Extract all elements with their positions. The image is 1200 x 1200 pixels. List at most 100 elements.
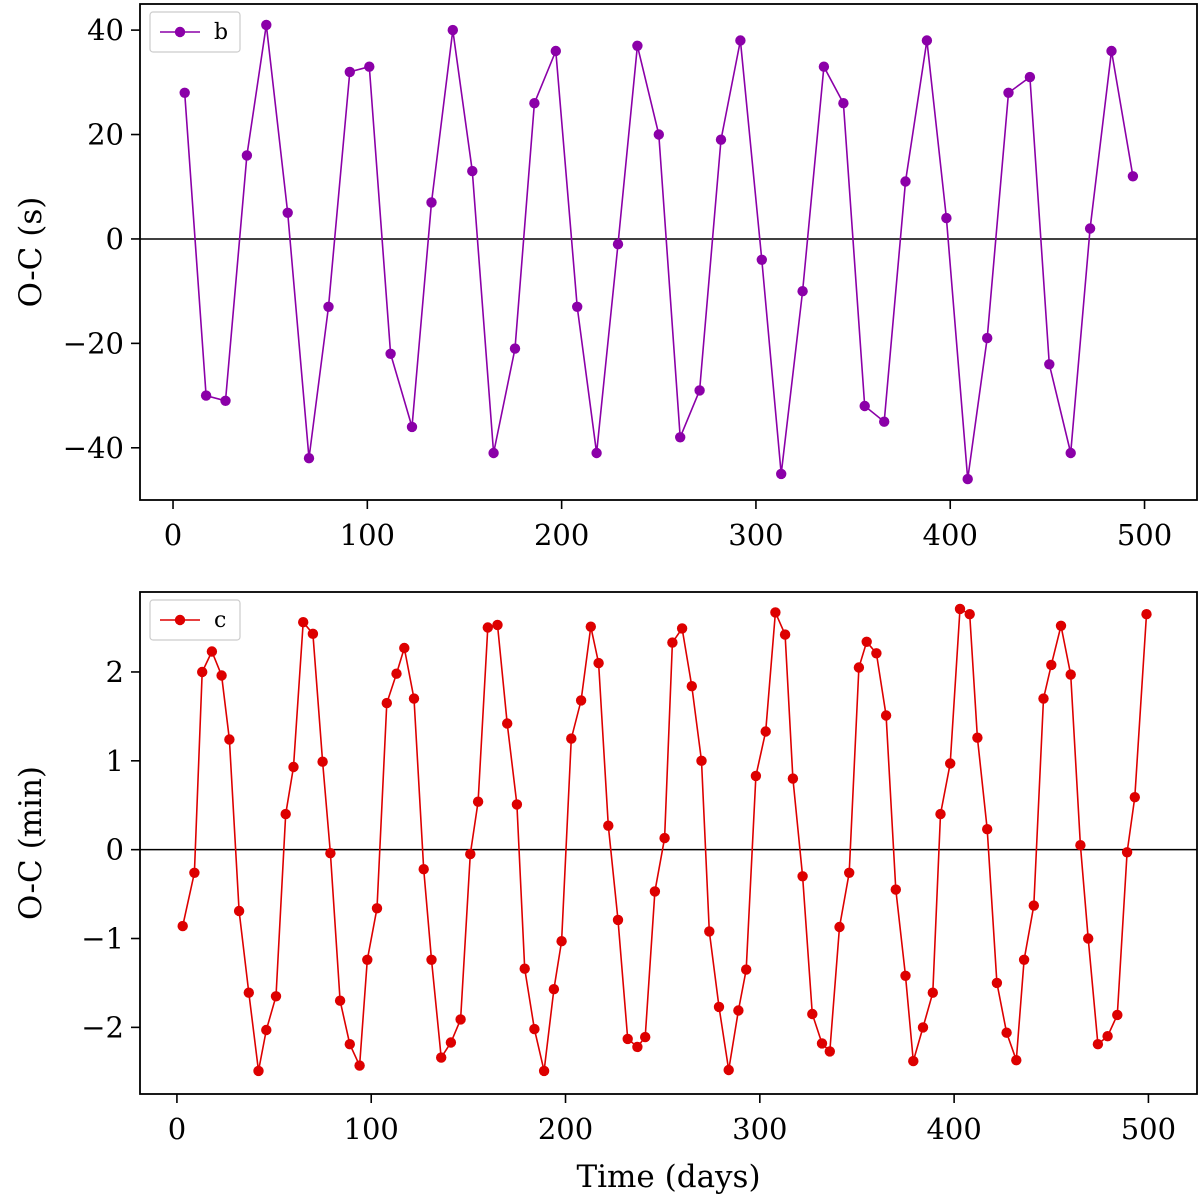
data-point — [426, 197, 437, 208]
data-point — [756, 254, 767, 265]
data-point — [1003, 87, 1014, 99]
data-point — [1129, 792, 1141, 803]
data-point — [556, 936, 567, 947]
data-point — [445, 1037, 457, 1048]
data-point — [945, 758, 956, 769]
data-point — [406, 421, 418, 433]
data-point — [550, 45, 561, 57]
data-point — [853, 662, 865, 673]
data-point — [1065, 447, 1076, 459]
legend: c — [149, 599, 241, 641]
data-point — [189, 867, 200, 878]
data-point — [675, 432, 686, 443]
data-point — [325, 848, 336, 859]
data-point — [288, 761, 299, 773]
data-point — [591, 447, 602, 459]
data-point — [364, 61, 375, 72]
data-point — [659, 832, 670, 844]
x-tick-label: 400 — [926, 1112, 981, 1146]
data-point — [1084, 223, 1096, 234]
data-point — [488, 447, 499, 459]
data-point — [307, 628, 319, 639]
data-point — [603, 820, 614, 831]
data-point — [354, 1060, 365, 1071]
data-point — [900, 970, 911, 981]
data-point — [1024, 71, 1036, 83]
data-point — [667, 637, 678, 648]
data-point — [787, 773, 799, 784]
data-point — [640, 1031, 651, 1043]
data-point — [750, 770, 762, 782]
data-point — [715, 134, 727, 145]
data-point — [760, 726, 771, 737]
data-point — [585, 621, 596, 632]
data-point — [797, 286, 808, 297]
data-point — [941, 212, 952, 224]
x-tick-label: 300 — [728, 518, 783, 552]
data-point — [447, 24, 458, 36]
data-point — [1127, 171, 1139, 182]
data-point — [282, 207, 293, 218]
legend-marker — [174, 26, 186, 38]
data-point — [733, 1005, 744, 1016]
data-point — [962, 473, 973, 485]
data-point — [807, 1008, 818, 1020]
data-point — [1102, 1031, 1113, 1042]
data-point — [612, 239, 624, 250]
data-point — [713, 1001, 725, 1013]
data-point — [735, 35, 746, 46]
data-point — [538, 1065, 550, 1077]
data-point — [385, 348, 396, 359]
data-point — [1106, 45, 1117, 57]
data-point — [593, 657, 604, 669]
data-point — [816, 1038, 828, 1049]
legend-label: c — [214, 608, 226, 633]
y-tick-label: 2 — [106, 655, 124, 689]
data-point — [797, 871, 808, 882]
data-point — [632, 40, 643, 51]
data-point — [224, 734, 235, 745]
y-axis-label: O-C (min) — [13, 766, 49, 920]
data-point — [197, 666, 208, 678]
data-point — [465, 848, 476, 860]
y-axis-label: O-C (s) — [13, 197, 49, 308]
legend: b — [149, 11, 241, 53]
data-point — [844, 867, 855, 878]
data-point — [220, 395, 231, 406]
x-axis-label: Time (days) — [576, 1159, 760, 1195]
data-point — [548, 984, 560, 995]
data-point — [723, 1064, 734, 1076]
data-point — [622, 1033, 633, 1045]
data-point — [890, 884, 901, 895]
data-point — [270, 991, 282, 1002]
data-point — [241, 150, 253, 161]
data-point — [317, 756, 328, 767]
data-point — [1083, 933, 1094, 944]
x-tick-label: 0 — [164, 518, 182, 552]
data-point — [653, 129, 664, 140]
data-point — [632, 1041, 643, 1053]
x-tick-label: 100 — [340, 518, 395, 552]
data-point — [859, 400, 870, 412]
data-point — [908, 1055, 919, 1067]
data-point — [1044, 359, 1055, 370]
data-point — [818, 61, 830, 72]
data-point — [566, 733, 577, 744]
data-point — [472, 796, 484, 807]
data-point — [519, 963, 530, 974]
data-point — [838, 98, 849, 109]
data-point — [511, 799, 523, 810]
data-point — [696, 755, 707, 766]
data-point — [426, 954, 437, 965]
y-tick-label: 20 — [87, 118, 124, 152]
data-point — [436, 1052, 447, 1063]
legend-label: b — [214, 20, 228, 45]
data-point — [964, 609, 975, 620]
x-tick-label: 300 — [732, 1112, 787, 1146]
data-point — [741, 964, 752, 975]
y-tick-label: 0 — [106, 222, 124, 256]
data-point — [880, 710, 892, 721]
data-point — [572, 301, 583, 312]
